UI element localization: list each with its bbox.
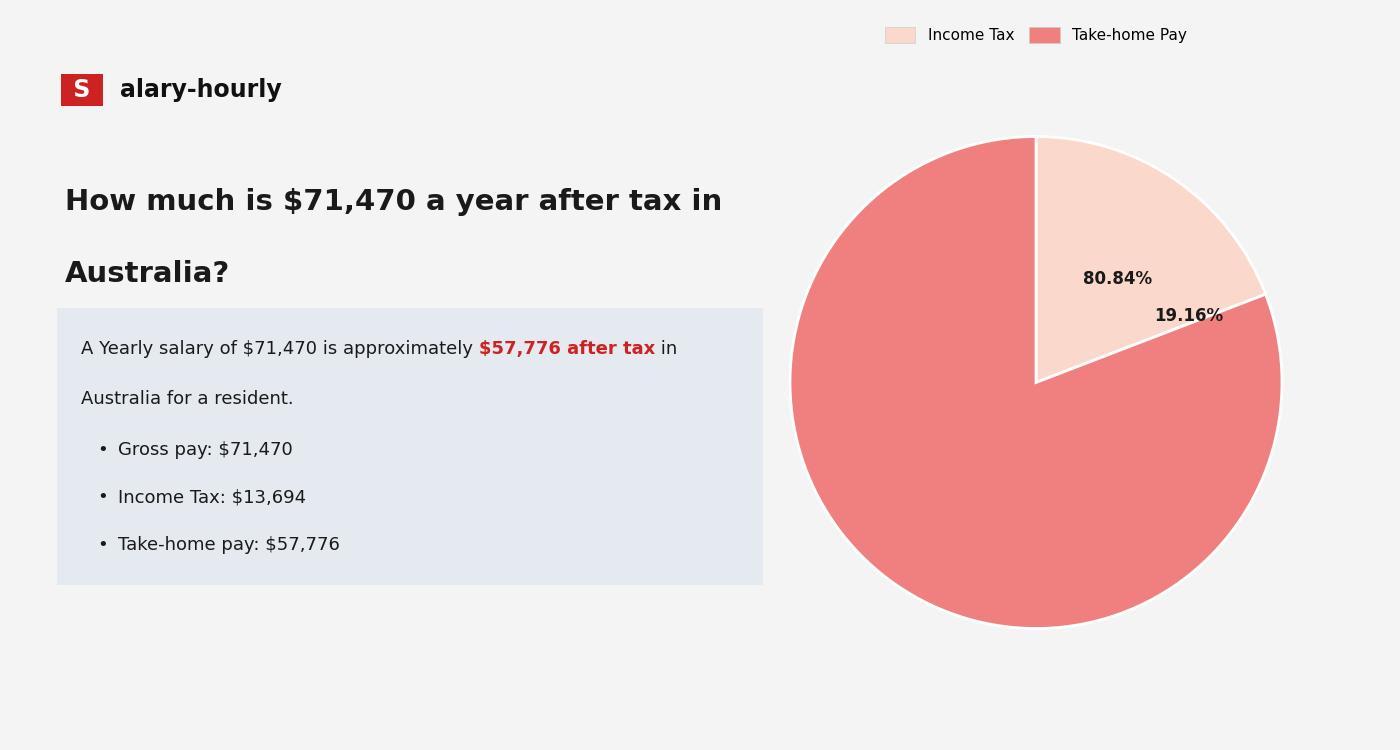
Text: Australia?: Australia? (64, 260, 230, 288)
Text: •: • (98, 488, 108, 506)
Text: Australia for a resident.: Australia for a resident. (81, 390, 294, 408)
Text: Take-home pay: $57,776: Take-home pay: $57,776 (118, 536, 340, 554)
Wedge shape (790, 136, 1282, 628)
Wedge shape (1036, 136, 1266, 382)
Text: •: • (98, 441, 108, 459)
Text: How much is $71,470 a year after tax in: How much is $71,470 a year after tax in (64, 188, 722, 217)
Text: S: S (64, 78, 98, 102)
FancyBboxPatch shape (57, 308, 763, 585)
Text: A Yearly salary of $71,470 is approximately: A Yearly salary of $71,470 is approximat… (81, 340, 479, 358)
Text: 19.16%: 19.16% (1154, 307, 1224, 325)
Text: •: • (98, 536, 108, 554)
Text: Gross pay: $71,470: Gross pay: $71,470 (118, 441, 293, 459)
Text: in: in (655, 340, 678, 358)
Text: alary-hourly: alary-hourly (120, 78, 281, 102)
Text: Income Tax: $13,694: Income Tax: $13,694 (118, 488, 305, 506)
Text: 80.84%: 80.84% (1082, 270, 1152, 288)
Legend: Income Tax, Take-home Pay: Income Tax, Take-home Pay (879, 21, 1193, 50)
Text: $57,776 after tax: $57,776 after tax (479, 340, 655, 358)
